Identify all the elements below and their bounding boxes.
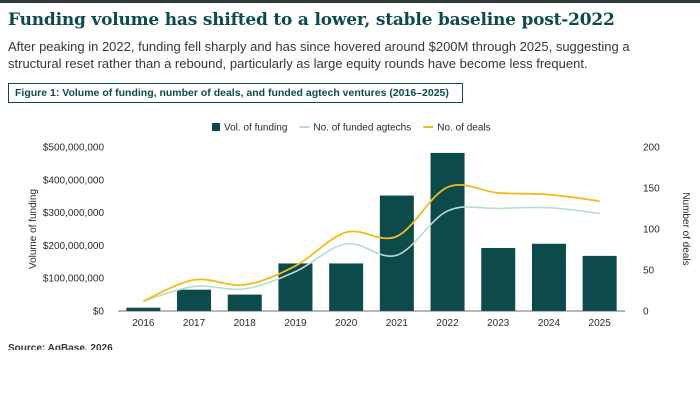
right-axis-title: Number of deals [680, 192, 691, 265]
x-tick-label: 2022 [436, 318, 459, 329]
x-tick-label: 2023 [487, 318, 510, 329]
right-tick-label: 0 [643, 307, 649, 318]
legend-label: Vol. of funding [224, 123, 287, 134]
funding-bar-2016 [126, 307, 161, 311]
funding-bar-2017 [177, 289, 212, 311]
legend-swatch-bar [212, 123, 220, 131]
right-axis: 0 50 100 150 200 Number of deals [643, 143, 691, 318]
x-tick-label: 2024 [538, 318, 561, 329]
series-lines [142, 183, 600, 302]
x-tick-label: 2025 [589, 318, 612, 329]
legend-label: No. of funded agtechs [313, 123, 411, 134]
x-tick-label: 2018 [234, 318, 257, 329]
x-axis: 2016 2017 2018 2019 2020 2021 2022 2023 2024 2025 [118, 310, 625, 329]
left-tick-label: $500,000,000 [43, 143, 105, 154]
line-funded-agtechs [143, 206, 600, 302]
page-subtitle: After peaking in 2022, funding fell shar… [8, 39, 630, 71]
x-tick-label: 2021 [386, 318, 409, 329]
funding-bars [126, 152, 617, 311]
figure-caption: Figure 1: Volume of funding, number of d… [8, 83, 463, 103]
funding-chart: Vol. of funding No. of funded agtechs No. … [28, 123, 691, 330]
x-tick-label: 2016 [132, 318, 155, 329]
line-deals [142, 183, 600, 302]
funding-bar-2025 [582, 255, 617, 311]
left-tick-label: $300,000,000 [43, 208, 105, 219]
funding-bar-2023 [481, 248, 516, 311]
right-tick-label: 50 [643, 266, 655, 277]
chart-legend: Vol. of funding No. of funded agtechs No. … [212, 123, 491, 134]
funding-bar-2018 [227, 294, 262, 311]
left-tick-label: $0 [93, 307, 105, 318]
funding-bar-2022 [430, 152, 465, 311]
funding-bar-2019 [278, 263, 313, 311]
page-title: Funding volume has shifted to a lower, s… [8, 10, 615, 30]
left-tick-label: $400,000,000 [43, 175, 105, 186]
right-tick-label: 100 [643, 225, 660, 236]
legend-label: No. of deals [437, 123, 490, 134]
blank-area [0, 352, 700, 400]
funding-bar-2024 [531, 243, 566, 311]
x-tick-label: 2020 [335, 318, 358, 329]
right-tick-label: 150 [643, 184, 660, 195]
funding-bar-2021 [379, 195, 414, 311]
left-tick-label: $200,000,000 [43, 241, 105, 252]
x-tick-label: 2019 [284, 318, 307, 329]
left-axis-title: Volume of funding [28, 189, 39, 269]
x-tick-label: 2017 [183, 318, 206, 329]
left-tick-label: $100,000,000 [43, 274, 105, 285]
right-tick-label: 200 [643, 143, 660, 154]
left-axis: $0 $100,000,000 $200,000,000 $300,000,000 $4… [28, 143, 104, 318]
top-rule [0, 0, 700, 3]
source-note: Source: AgBase, 2026 [8, 343, 113, 350]
funding-bar-2020 [329, 263, 364, 311]
